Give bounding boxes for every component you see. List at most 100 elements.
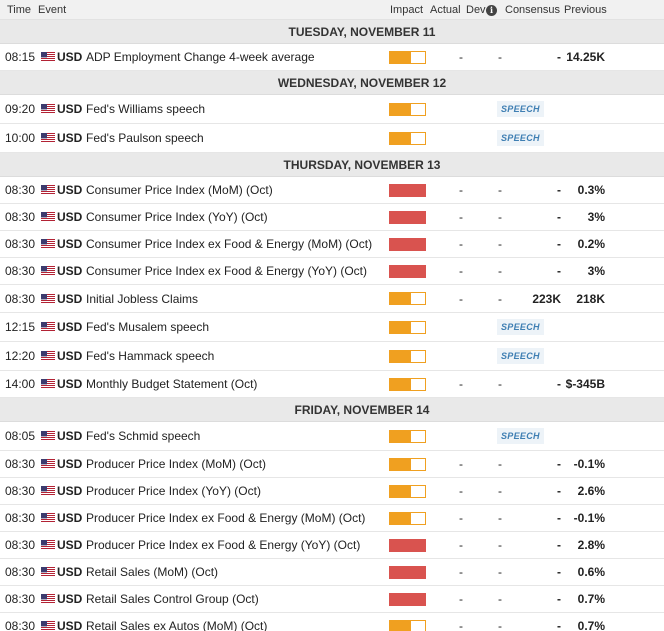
event-name[interactable]: Retail Sales Control Group (Oct) [86, 592, 259, 606]
event-time: 08:30 [5, 210, 36, 224]
impact-bar [389, 320, 426, 334]
deviation-value: - [498, 484, 502, 498]
table-row[interactable]: 08:30 USD Retail Sales ex Autos (MoM) (Oct… [0, 613, 664, 631]
impact-indicator [389, 478, 426, 504]
impact-fill [390, 458, 411, 470]
actual-value: - [459, 511, 463, 525]
event-name[interactable]: Producer Price Index ex Food & Energy (M… [86, 511, 366, 525]
event-name[interactable]: Fed's Musalem speech [86, 320, 210, 334]
us-flag-icon [41, 231, 55, 257]
table-row[interactable]: 08:30 USD Initial Jobless Claims - - 223K 218K [0, 285, 664, 313]
impact-fill [390, 132, 411, 144]
event-name[interactable]: Fed's Williams speech [86, 102, 205, 116]
actual-value: - [459, 565, 463, 579]
table-row[interactable]: 14:00 USD Monthly Budget Statement (Oct) - -… [0, 371, 664, 398]
event-name[interactable]: Producer Price Index ex Food & Energy (Y… [86, 538, 361, 552]
event-name[interactable]: Initial Jobless Claims [86, 291, 199, 306]
col-consensus-header[interactable]: Consensus [505, 4, 561, 16]
col-dev-header[interactable]: Dev [466, 4, 486, 16]
day-header: WEDNESDAY, NOVEMBER 12 [0, 71, 664, 95]
event-name[interactable]: Consumer Price Index (MoM) (Oct) [86, 183, 273, 197]
event-name[interactable]: Retail Sales (MoM) (Oct) [86, 565, 219, 579]
table-row[interactable]: 08:05 USD Fed's Schmid speech SPEECH [0, 422, 664, 451]
table-row[interactable]: 12:20 USD Fed's Hammack speech SPEECH [0, 342, 664, 371]
day-header: TUESDAY, NOVEMBER 11 [0, 20, 664, 44]
speech-badge-cell: SPEECH [497, 422, 544, 450]
actual-value: - [459, 50, 463, 64]
table-row[interactable]: 10:00 USD Fed's Paulson speech SPEECH [0, 124, 664, 153]
us-flag-icon [41, 532, 55, 558]
table-row[interactable]: 08:30 USD Consumer Price Index ex Food & E… [0, 231, 664, 258]
impact-fill [390, 238, 425, 250]
impact-indicator [389, 231, 426, 257]
col-event-header[interactable]: Event [38, 4, 67, 16]
info-icon[interactable]: i [486, 4, 497, 16]
currency-code: USD [57, 457, 83, 471]
table-row[interactable]: 08:30 USD Retail Sales (MoM) (Oct) - - - 0.6% [0, 559, 664, 586]
impact-bar [389, 183, 426, 197]
col-previous-header[interactable]: Previous [564, 4, 607, 16]
event-name[interactable]: Fed's Schmid speech [86, 429, 201, 443]
impact-indicator [389, 532, 426, 558]
table-row[interactable]: 08:30 USD Consumer Price Index ex Food & E… [0, 258, 664, 285]
deviation-value: - [498, 183, 502, 197]
table-row[interactable]: 08:30 USD Producer Price Index (YoY) (Oct)… [0, 478, 664, 505]
currency-code: USD [57, 592, 83, 606]
event-name[interactable]: Consumer Price Index ex Food & Energy (M… [86, 237, 373, 251]
table-row[interactable]: 08:30 USD Producer Price Index ex Food & E… [0, 532, 664, 559]
consensus-value: - [557, 264, 561, 278]
event-time: 12:20 [5, 349, 36, 363]
event-name[interactable]: Producer Price Index (MoM) (Oct) [86, 457, 267, 471]
impact-fill [390, 512, 411, 524]
table-row[interactable]: 08:30 USD Consumer Price Index (YoY) (Oct)… [0, 204, 664, 231]
impact-indicator [389, 313, 426, 341]
event-name[interactable]: Fed's Hammack speech [86, 349, 215, 363]
event-name[interactable]: Consumer Price Index ex Food & Energy (Y… [86, 264, 368, 278]
impact-fill [390, 620, 411, 631]
event-time: 14:00 [5, 377, 36, 391]
table-row[interactable]: 08:30 USD Consumer Price Index (MoM) (Oct)… [0, 177, 664, 204]
impact-indicator [389, 95, 426, 123]
impact-bar [389, 457, 426, 471]
event-name[interactable]: Fed's Paulson speech [86, 131, 204, 145]
currency-code: USD [57, 511, 83, 525]
impact-fill [390, 184, 425, 196]
table-row[interactable]: 12:15 USD Fed's Musalem speech SPEECH [0, 313, 664, 342]
impact-fill [390, 211, 425, 223]
col-actual-header[interactable]: Actual [430, 4, 461, 16]
consensus-value: - [557, 377, 561, 391]
previous-value: 3% [587, 264, 605, 278]
table-row[interactable]: 08:15 USD ADP Employment Change 4-week ave… [0, 44, 664, 71]
impact-bar [389, 264, 426, 278]
table-row[interactable]: 08:30 USD Retail Sales Control Group (Oct)… [0, 586, 664, 613]
deviation-value: - [498, 457, 502, 471]
table-row[interactable]: 09:20 USD Fed's Williams speech SPEECH [0, 95, 664, 124]
event-name[interactable]: Retail Sales ex Autos (MoM) (Oct) [86, 619, 268, 631]
event-time: 08:30 [5, 291, 36, 306]
previous-value: 0.7% [577, 592, 605, 606]
table-row[interactable]: 08:30 USD Producer Price Index (MoM) (Oct)… [0, 451, 664, 478]
speech-badge: SPEECH [497, 319, 544, 335]
impact-bar [389, 619, 426, 631]
deviation-value: - [498, 565, 502, 579]
event-name[interactable]: ADP Employment Change 4-week average [86, 50, 315, 64]
previous-value: 14.25K [566, 50, 605, 64]
event-time: 08:30 [5, 484, 36, 498]
impact-bar [389, 349, 426, 363]
impact-indicator [389, 559, 426, 585]
deviation-value: - [498, 291, 502, 306]
col-impact-header[interactable]: Impact [390, 4, 424, 16]
event-name[interactable]: Monthly Budget Statement (Oct) [86, 377, 258, 391]
actual-value: - [459, 237, 463, 251]
event-name[interactable]: Producer Price Index (YoY) (Oct) [86, 484, 261, 498]
col-time-header[interactable]: Time [7, 4, 32, 16]
impact-indicator [389, 451, 426, 477]
us-flag-icon [41, 371, 55, 397]
actual-value: - [459, 592, 463, 606]
event-name[interactable]: Consumer Price Index (YoY) (Oct) [86, 210, 268, 224]
impact-indicator [389, 342, 426, 370]
event-time: 08:05 [5, 429, 36, 443]
currency-code: USD [57, 619, 83, 631]
table-row[interactable]: 08:30 USD Producer Price Index ex Food & E… [0, 505, 664, 532]
